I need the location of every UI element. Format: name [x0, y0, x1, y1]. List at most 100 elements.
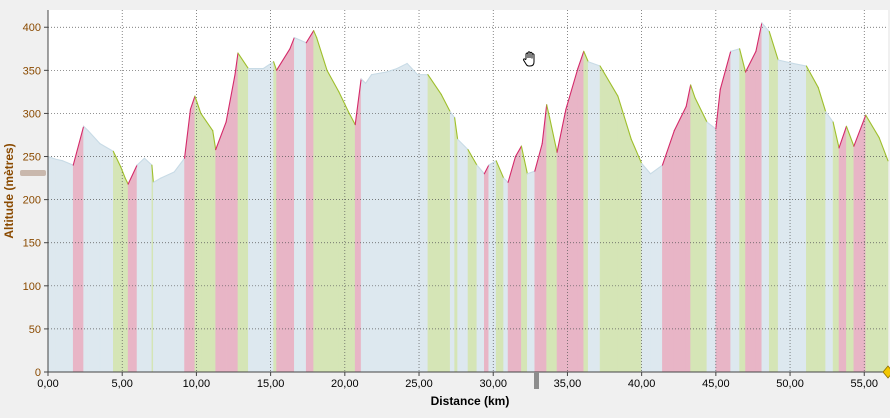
profile-segment [354, 78, 362, 126]
profile-band [124, 177, 129, 373]
profile-segment [385, 68, 398, 73]
profile-segment [483, 164, 490, 175]
profile-segment [853, 114, 867, 147]
profile-segment [365, 74, 373, 84]
x-tick-label: 0,00 [37, 378, 58, 390]
profile-segment [396, 62, 408, 70]
profile-segment [805, 65, 819, 89]
profile-segment [565, 68, 579, 110]
y-tick-label: 300 [23, 108, 41, 120]
profile-segment [546, 104, 551, 119]
x-axis-label: Distance (km) [431, 394, 510, 408]
x-tick-label: 40,00 [628, 378, 656, 390]
profile-band [427, 73, 442, 373]
profile-segment [194, 95, 202, 114]
profile-segment [507, 155, 517, 183]
profile-segment [825, 111, 834, 123]
profile-band [673, 106, 687, 373]
profile-segment [338, 91, 350, 114]
profile-band [546, 104, 550, 373]
profile-segment [526, 170, 536, 175]
profile-band [396, 62, 408, 373]
profile-band [354, 78, 362, 373]
profile-segment [427, 74, 442, 96]
profile-band [806, 65, 819, 373]
profile-band [587, 61, 601, 373]
y-tick-label: 100 [23, 281, 41, 293]
profile-band [817, 87, 826, 373]
profile-band [484, 165, 490, 373]
profile-segment [440, 93, 451, 113]
profile-band [527, 170, 536, 373]
profile-segment [313, 30, 318, 39]
x-tick-label: 45,00 [702, 378, 730, 390]
profile-segment [520, 145, 528, 175]
profile-segment [262, 61, 275, 70]
profile-band [630, 139, 642, 373]
y-axis-slider-handle[interactable] [20, 170, 46, 176]
profile-segment [183, 108, 192, 159]
profile-segment [215, 121, 227, 151]
x-axis-slider-handle[interactable] [534, 372, 539, 389]
profile-segment [87, 130, 101, 145]
profile-segment [83, 125, 89, 132]
profile-band [338, 91, 350, 373]
profile-band [476, 164, 485, 373]
profile-band [832, 121, 840, 373]
profile-segment [685, 84, 692, 108]
profile-band [234, 53, 239, 373]
y-tick-label: 200 [23, 195, 41, 207]
profile-segment [730, 48, 741, 52]
profile-band [173, 157, 185, 373]
profile-band [120, 166, 126, 373]
profile-band [55, 158, 64, 373]
profile-segment [514, 145, 522, 158]
profile-segment [449, 111, 456, 119]
profile-band [406, 62, 418, 373]
profile-band [449, 110, 455, 373]
profile-band [777, 59, 794, 373]
profile-band [521, 146, 528, 373]
profile-segment [503, 177, 509, 183]
profile-band [212, 130, 217, 373]
end-marker-icon[interactable] [882, 365, 890, 379]
profile-band [846, 126, 855, 373]
profile-band [365, 73, 372, 373]
profile-segment [212, 130, 217, 151]
profile-band [194, 96, 202, 373]
profile-segment [127, 164, 138, 185]
profile-band [641, 162, 651, 373]
profile-segment [649, 164, 663, 175]
profile-segment [541, 104, 548, 145]
profile-band [556, 109, 567, 373]
x-tick-label: 5,00 [111, 378, 132, 390]
profile-band [761, 22, 770, 373]
profile-segment [630, 138, 643, 164]
profile-band [467, 148, 478, 373]
profile-segment [641, 162, 652, 175]
profile-segment [136, 157, 146, 166]
profile-band [276, 47, 291, 373]
profile-segment [316, 37, 328, 71]
profile-band [768, 31, 779, 373]
profile-band [690, 84, 696, 373]
profile-band [99, 143, 114, 373]
profile-band [62, 160, 74, 373]
profile-band [144, 157, 153, 373]
profile-segment [234, 52, 239, 76]
profile-band [289, 37, 295, 373]
y-tick-label: 250 [23, 152, 41, 164]
profile-band [662, 130, 675, 373]
profile-segment [189, 95, 196, 110]
profile-band [838, 126, 847, 373]
profile-band [685, 84, 691, 373]
profile-band [153, 177, 162, 373]
profile-segment [173, 157, 186, 173]
profile-segment [62, 160, 74, 166]
profile-segment [360, 78, 367, 84]
profile-segment [406, 62, 419, 76]
profile-band [503, 177, 509, 373]
profile-band [87, 129, 101, 373]
